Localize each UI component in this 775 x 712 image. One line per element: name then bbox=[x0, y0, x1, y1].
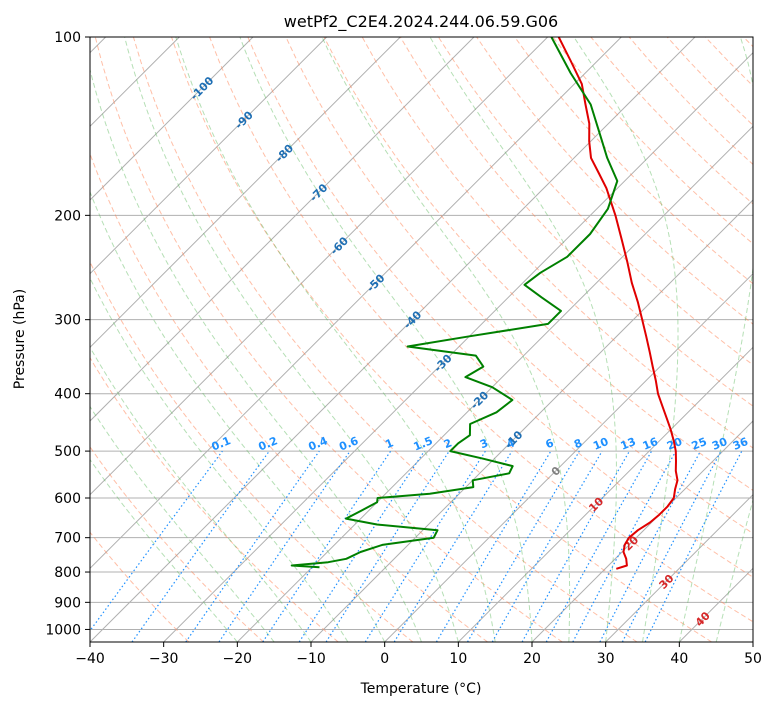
dry-adiabats bbox=[0, 37, 775, 642]
mixing-ratio-label: 6 bbox=[544, 436, 556, 451]
y-tick-label: 900 bbox=[54, 595, 81, 611]
mixing-ratio-label: 13 bbox=[619, 435, 638, 453]
y-axis-ticks: 100 200 300 400 500 600 700 800 900 1000 bbox=[45, 30, 90, 638]
moist-adiabat-line bbox=[17, 37, 348, 642]
x-axis-ticks: −40 −30 −20 −10 0 10 20 30 40 50 bbox=[75, 642, 762, 667]
dry-adiabat-line bbox=[744, 37, 775, 642]
mixing-ratio-line bbox=[82, 451, 223, 642]
moist-adiabat-line bbox=[679, 37, 760, 642]
dry-adiabat-line bbox=[667, 37, 775, 642]
dry-adiabat-line bbox=[133, 37, 637, 642]
x-tick-label: −20 bbox=[223, 651, 253, 667]
moist-adiabat-line bbox=[716, 37, 775, 642]
x-tick-label: 20 bbox=[523, 651, 541, 667]
y-tick-label: 700 bbox=[54, 531, 81, 547]
dewpoint-profile-line bbox=[292, 37, 618, 567]
mixing-ratio-line bbox=[299, 451, 424, 642]
y-tick-label: 800 bbox=[54, 565, 81, 581]
isotherm-line bbox=[237, 37, 775, 642]
mixing-ratio-line bbox=[219, 451, 350, 642]
isotherm-line bbox=[753, 37, 775, 642]
dry-adiabat-line bbox=[0, 37, 189, 642]
x-tick-label: 0 bbox=[380, 651, 389, 667]
x-tick-label: −40 bbox=[75, 651, 105, 667]
y-axis-label: Pressure (hPa) bbox=[12, 289, 28, 389]
sounding-profiles bbox=[292, 37, 678, 569]
mixing-ratio-line bbox=[468, 451, 580, 642]
isotherm-line bbox=[90, 37, 695, 642]
x-tick-label: 30 bbox=[597, 651, 615, 667]
isotherm-label: -20 bbox=[468, 389, 491, 412]
y-tick-label: 400 bbox=[54, 387, 81, 403]
moist-adiabat-line bbox=[753, 37, 775, 642]
y-tick-label: 300 bbox=[54, 313, 81, 329]
dry-adiabat-line bbox=[438, 37, 775, 642]
mixing-ratio-line bbox=[600, 451, 701, 642]
isotherm-label: -80 bbox=[273, 142, 296, 165]
dry-adiabat-line bbox=[0, 37, 263, 642]
isotherm-label: 0 bbox=[549, 464, 564, 479]
x-tick-label: −30 bbox=[149, 651, 179, 667]
moist-adiabat-line bbox=[83, 37, 422, 642]
isobar-isotherm-grid bbox=[0, 37, 775, 642]
x-tick-label: 40 bbox=[670, 651, 688, 667]
dry-adiabat-line bbox=[57, 37, 488, 642]
isotherm-label: -60 bbox=[328, 234, 351, 257]
mixing-ratio-label: 30 bbox=[710, 435, 729, 453]
plot-frame bbox=[90, 37, 753, 642]
isotherm-line bbox=[0, 37, 327, 642]
y-tick-label: 200 bbox=[54, 208, 81, 224]
moist-adiabats bbox=[0, 37, 775, 642]
x-tick-label: 50 bbox=[744, 651, 762, 667]
moist-adiabat-line bbox=[0, 37, 274, 642]
moist-adiabat-line bbox=[0, 37, 237, 642]
mixing-ratio-label: 10 bbox=[591, 435, 610, 453]
isotherm-label: 40 bbox=[693, 609, 713, 629]
mixing-ratio-line bbox=[436, 451, 551, 642]
isotherm-line bbox=[679, 37, 775, 642]
mixing-ratio-line bbox=[326, 451, 449, 642]
isotherm-line bbox=[458, 37, 775, 642]
chart-title: wetPf2_C2E4.2024.244.06.59.G06 bbox=[284, 12, 558, 32]
mixing-ratio-label: 36 bbox=[731, 435, 750, 453]
isotherm-line bbox=[0, 37, 400, 642]
mixing-ratio-label: 16 bbox=[641, 435, 660, 453]
dry-adiabat-line bbox=[705, 37, 775, 642]
dry-adiabat-line bbox=[19, 37, 413, 642]
mixing-ratio-label: 1 bbox=[383, 436, 395, 451]
mixing-ratio-label: 25 bbox=[690, 435, 709, 453]
isotherm-line bbox=[0, 37, 253, 642]
mixing-ratio-line bbox=[263, 451, 391, 642]
x-tick-label: −10 bbox=[296, 651, 326, 667]
moist-adiabat-line bbox=[0, 37, 311, 642]
dry-adiabat-line bbox=[591, 37, 775, 642]
y-tick-label: 500 bbox=[54, 444, 81, 460]
y-tick-label: 1000 bbox=[45, 622, 81, 638]
dry-adiabat-line bbox=[0, 37, 338, 642]
y-tick-label: 600 bbox=[54, 491, 81, 507]
isotherm-label: -50 bbox=[364, 271, 387, 294]
isotherm-line bbox=[311, 37, 775, 642]
isotherm-label: 30 bbox=[657, 572, 677, 592]
isotherm-line bbox=[385, 37, 775, 642]
x-axis-label: Temperature (°C) bbox=[360, 681, 482, 697]
isotherm-label: -10 bbox=[502, 428, 525, 451]
isotherm-line bbox=[16, 37, 621, 642]
x-tick-label: 10 bbox=[449, 651, 467, 667]
y-tick-label: 100 bbox=[54, 30, 81, 46]
